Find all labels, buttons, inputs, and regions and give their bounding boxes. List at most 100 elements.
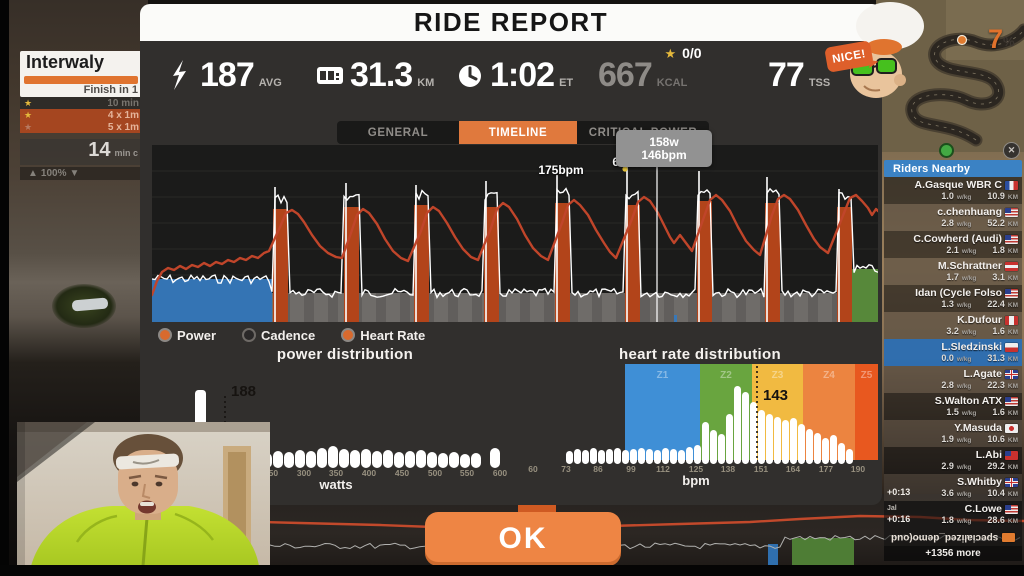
stat-value: 1:02 — [490, 56, 555, 94]
svg-text:400: 400 — [362, 468, 376, 478]
rider-stats-line: 1.3 w/kg 22.4 KM — [941, 299, 1018, 309]
rider-row[interactable]: A.Gasque WBR C 1.0 w/kg 10.9 KM — [884, 177, 1022, 204]
chart-legend: Power Cadence Heart Rate — [158, 326, 425, 344]
rider-row[interactable]: L.Agate 2.8 w/kg 22.3 KM — [884, 366, 1022, 393]
rider-flag — [1005, 180, 1018, 190]
rider-jersey-label: Jal — [887, 505, 897, 512]
rider-name-line: Idan (Cycle Folso — [886, 287, 1018, 299]
svg-text:Z2: Z2 — [720, 370, 732, 381]
rider-row-special[interactable]: specialized_demo(oud — [884, 528, 1022, 546]
ok-button-label: OK — [498, 522, 548, 555]
rider-row[interactable]: C.Cowherd (Audi) 2.1 w/kg 1.8 KM — [884, 231, 1022, 258]
stat-value: 77 — [768, 56, 805, 94]
stat-unit: KM — [417, 77, 435, 89]
rider-name: Idan (Cycle Folso — [915, 287, 1002, 299]
stat-unit: AVG — [258, 77, 282, 89]
rider-row[interactable]: S.Walton ATX 1.5 w/kg 1.6 KM — [884, 393, 1022, 420]
rider-flag — [1005, 207, 1018, 217]
stat-tss: 77 TSS — [768, 58, 830, 92]
rider-row[interactable]: Idan (Cycle Folso 1.3 w/kg 22.4 KM — [884, 285, 1022, 312]
rider-time-delta: +0:16 — [887, 514, 911, 524]
rider-flag — [1005, 396, 1018, 406]
radio-icon[interactable] — [242, 328, 257, 342]
svg-text:99: 99 — [626, 464, 636, 474]
step-label: 4 x 1m — [107, 109, 139, 121]
ok-button[interactable]: OK — [425, 512, 621, 566]
rider-name-line: L.Agate — [886, 368, 1018, 380]
person-brows — [128, 474, 168, 480]
rider-name-line: S.Whitby — [886, 476, 1018, 488]
rider-row[interactable]: M.Schrattner 1.7 w/kg 3.1 KM — [884, 258, 1022, 285]
workout-step: ★ 5 x 1m — [20, 121, 142, 133]
legend-cadence[interactable]: Cadence — [242, 328, 315, 343]
person-eye-left — [131, 481, 139, 487]
svg-text:bpm: bpm — [682, 473, 709, 488]
headband-logo — [132, 459, 160, 465]
rider-row[interactable]: L.Sledzinski 0.0 w/kg 31.3 KM — [884, 339, 1022, 366]
svg-text:73: 73 — [561, 464, 571, 474]
workout-title: Interwaly — [26, 52, 105, 72]
rider-row[interactable]: c.chenhuang 2.8 w/kg 52.2 KM — [884, 204, 1022, 231]
rider-name: K.Dufour — [957, 314, 1002, 326]
mascot-ear — [894, 74, 906, 86]
rider-name-line: S.Walton ATX — [886, 395, 1018, 407]
radio-icon[interactable] — [341, 328, 356, 342]
intensity-value: 100% — [40, 168, 67, 179]
svg-text:143: 143 — [763, 387, 788, 404]
timeline-graph — [152, 145, 878, 322]
workout-step: ★ 4 x 1m — [20, 109, 142, 121]
intensity-up-icon[interactable]: ▲ — [28, 168, 38, 179]
step-label: 5 x 1m — [107, 121, 139, 133]
cooldown-unit: min c — [114, 148, 138, 158]
stat-kcal: 667 KCAL — [598, 58, 687, 92]
person-nose — [141, 483, 151, 499]
mascot-mouth — [863, 85, 881, 92]
close-icon[interactable]: ✕ — [1003, 142, 1020, 159]
tab-general[interactable]: GENERAL — [367, 126, 429, 139]
odometer-icon — [317, 67, 343, 84]
rider-name: C.Cowherd (Audi) — [913, 233, 1002, 245]
stat-value: 667 — [598, 56, 653, 94]
clock-icon — [459, 65, 481, 87]
rider-row[interactable]: +0:13 S.Whitby 3.6 w/kg 10.4 KM — [884, 474, 1022, 501]
mascot-helmet — [856, 2, 924, 50]
stat-km: 31.3 KM — [315, 58, 434, 92]
step-label: 10 min — [107, 97, 139, 109]
power-distribution-title: power distribution — [276, 346, 414, 363]
hr-distribution-chart: Z1 Z2 Z3 Z4 Z5 143 60 73 86 99 112 125 138 151 164 177 1… — [528, 364, 878, 488]
rider-stats-line: 2.1 w/kg 1.8 KM — [946, 245, 1018, 255]
intensity-down-icon[interactable]: ▼ — [69, 168, 80, 179]
rider-flag — [1005, 450, 1018, 460]
rider-flag — [1005, 423, 1018, 433]
rider-stats-line: 2.9 w/kg 29.2 KM — [941, 461, 1018, 471]
workout-step: ★ 10 min — [20, 97, 142, 109]
legend-power[interactable]: Power — [158, 328, 216, 343]
rider-stats-line: 3.6 w/kg 10.4 KM — [941, 488, 1018, 498]
stat-unit: TSS — [808, 77, 831, 89]
rider-position-dot — [939, 143, 954, 158]
workout-finish-label: Finish in 1 — [83, 84, 138, 96]
rider-row[interactable]: Y.Masuda 1.9 w/kg 10.6 KM — [884, 420, 1022, 447]
svg-text:500: 500 — [428, 468, 442, 478]
radio-icon[interactable] — [158, 328, 172, 342]
svg-text:250: 250 — [264, 468, 278, 478]
hr-distribution-title: heart rate distribution — [619, 346, 781, 363]
rider-name-line: K.Dufour — [886, 314, 1018, 326]
rider-name: L.Agate — [963, 368, 1002, 380]
rider-name: Y.Masuda — [954, 422, 1002, 434]
svg-text:300: 300 — [297, 468, 311, 478]
rider-stats-line: 1.7 w/kg 3.1 KM — [946, 272, 1018, 282]
rider-name-line: M.Schrattner — [886, 260, 1018, 272]
rider-row[interactable]: K.Dufour 3.2 w/kg 1.6 KM — [884, 312, 1022, 339]
timeline-tooltip: 158w 146bpm — [616, 130, 712, 167]
rider-row[interactable]: Jal +0:16 C.Lowe 1.8 w/kg 28.6 KM — [884, 501, 1022, 528]
svg-text:Z5: Z5 — [861, 370, 873, 381]
riders-more-footer[interactable]: +1356 more — [884, 546, 1022, 561]
rider-stats-line: 3.2 w/kg 1.6 KM — [946, 326, 1018, 336]
rider-row[interactable]: L.Abi 2.9 w/kg 29.2 KM — [884, 447, 1022, 474]
tab-timeline[interactable]: TIMELINE — [459, 121, 577, 144]
headband — [115, 453, 180, 470]
rider-flag — [1005, 369, 1018, 379]
legend-heart-rate[interactable]: Heart Rate — [341, 328, 425, 343]
